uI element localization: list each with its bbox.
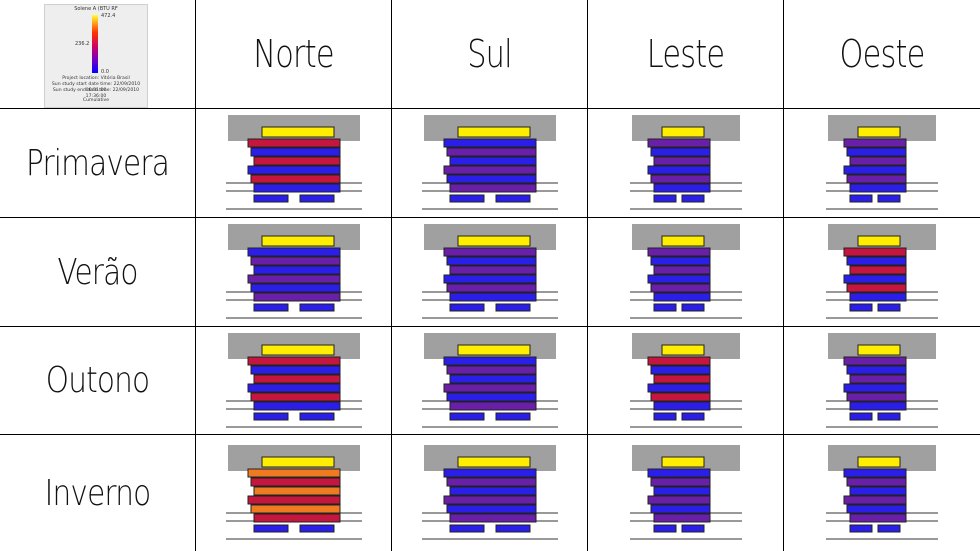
row-header-primavera: Primavera	[26, 142, 170, 184]
column-header-norte: Norte	[253, 32, 334, 76]
column-header-leste: Leste	[646, 32, 725, 76]
grid-line	[0, 434, 980, 435]
column-header-oeste: Oeste	[839, 32, 925, 76]
color-scale-legend: Solene A (BTU RF 472.4 236.2 0.0 Project…	[44, 4, 148, 108]
simulation-image-primavera-sul	[422, 115, 558, 210]
simulation-image-outono-leste	[630, 333, 742, 428]
simulation-image-inverno-norte	[226, 445, 362, 540]
simulation-image-verão-oeste	[826, 224, 938, 319]
legend-end: Sun study end date time: 22/09/2010 17:3…	[52, 88, 140, 99]
legend-title: Solene A (BTU RF	[74, 6, 118, 12]
grid-line	[195, 0, 196, 551]
simulation-image-primavera-norte	[226, 115, 362, 210]
row-header-outono: Outono	[45, 360, 150, 401]
legend-max: 472.4	[101, 13, 116, 19]
simulation-image-outono-oeste	[826, 333, 938, 428]
legend-start: Sun study start date time: 22/09/2010 06…	[51, 82, 141, 93]
color-scale-bar	[92, 15, 98, 73]
simulation-image-verão-leste	[630, 224, 742, 319]
row-header-verao: Verão	[57, 251, 138, 293]
legend-mode: Cumulative	[82, 98, 110, 103]
simulation-image-outono-sul	[422, 333, 558, 428]
grid-line	[0, 217, 980, 218]
legend-min: 0.0	[101, 69, 109, 75]
simulation-image-verão-sul	[422, 224, 558, 319]
grid-line	[783, 0, 784, 551]
grid-line	[587, 0, 588, 551]
legend-mid: 236.2	[75, 41, 90, 47]
simulation-image-inverno-leste	[630, 445, 742, 540]
row-header-inverno: Inverno	[44, 472, 152, 514]
grid-line	[0, 108, 980, 109]
simulation-image-outono-norte	[226, 333, 362, 428]
simulation-image-inverno-oeste	[826, 445, 938, 540]
simulation-image-primavera-leste	[630, 115, 742, 210]
simulation-image-primavera-oeste	[826, 115, 938, 210]
grid-line	[391, 0, 392, 551]
column-header-sul: Sul	[467, 32, 512, 76]
simulation-image-verão-norte	[226, 224, 362, 319]
simulation-image-inverno-sul	[422, 445, 558, 540]
grid-line	[0, 326, 980, 327]
legend-location: Project location: Vitória Brasil	[62, 76, 130, 81]
